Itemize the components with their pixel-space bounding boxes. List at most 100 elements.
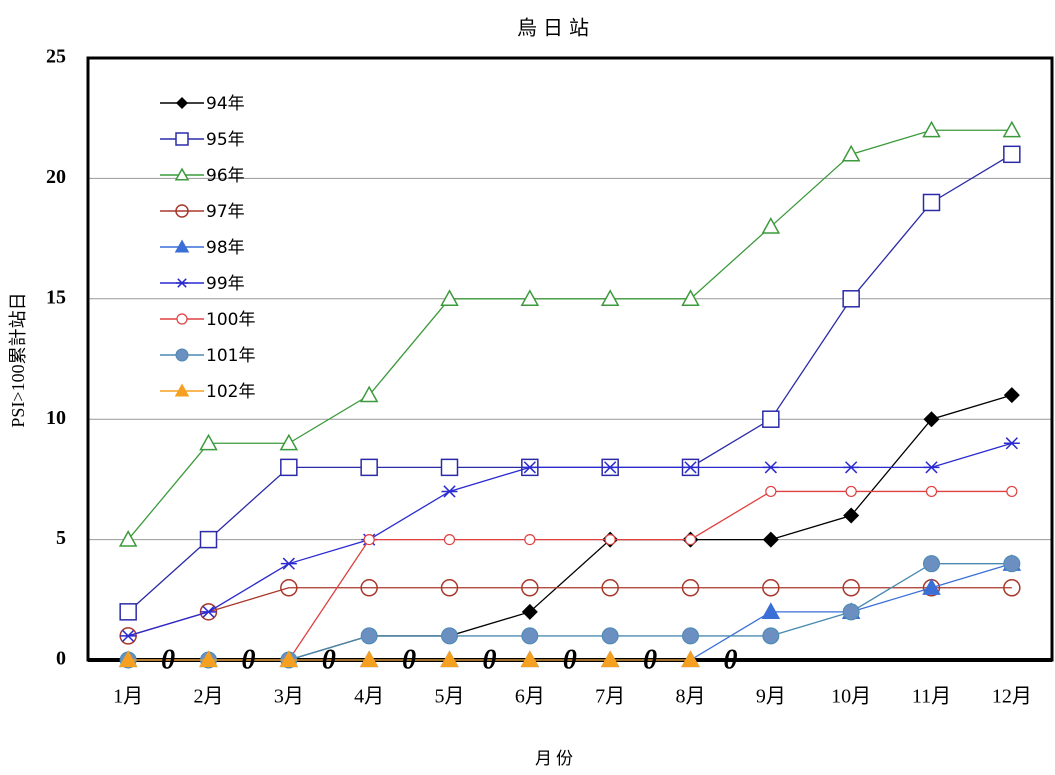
marker — [600, 650, 620, 668]
legend-label: 102年 — [206, 382, 255, 402]
marker — [176, 313, 188, 325]
marker — [842, 290, 860, 308]
y-axis-label: PSI>100累計站日 — [8, 292, 28, 427]
legend-item: 102年 — [160, 382, 255, 402]
legend-item: 99年 — [160, 274, 245, 294]
marker — [359, 385, 379, 403]
marker — [1003, 555, 1021, 573]
marker — [521, 579, 539, 597]
marker — [176, 278, 188, 288]
marker — [524, 533, 536, 546]
marker — [200, 605, 217, 618]
x-tick-label: 9月 — [756, 686, 786, 708]
marker — [520, 289, 540, 306]
data-label: 0 — [402, 644, 416, 675]
series-line — [127, 153, 1013, 613]
marker — [175, 132, 189, 146]
x-tick-label: 6月 — [515, 686, 545, 708]
marker — [684, 533, 697, 546]
marker — [359, 650, 379, 668]
marker — [279, 650, 299, 668]
series — [119, 579, 1021, 645]
marker — [681, 579, 700, 597]
marker — [360, 458, 378, 477]
y-tick-label: 0 — [56, 648, 66, 670]
marker — [175, 204, 189, 218]
marker — [762, 579, 780, 597]
y-tick-label: 15 — [46, 286, 66, 308]
marker — [520, 650, 540, 668]
chart-title: 烏日站 — [517, 17, 595, 40]
marker — [765, 485, 777, 498]
marker — [922, 193, 941, 212]
marker — [174, 167, 190, 181]
marker — [440, 289, 459, 306]
marker — [440, 650, 459, 668]
data-label: 0 — [724, 644, 738, 675]
legend-label: 101年 — [206, 346, 255, 366]
x-tick-label: 11月 — [912, 686, 951, 708]
marker — [761, 217, 781, 234]
legend-label: 100年 — [206, 310, 255, 330]
marker — [761, 602, 781, 619]
marker — [174, 383, 190, 397]
marker — [176, 97, 188, 109]
marker — [681, 289, 700, 306]
marker — [1002, 120, 1022, 138]
marker — [842, 579, 860, 597]
legend-item: 96年 — [160, 166, 245, 186]
legend-label: 97年 — [206, 202, 245, 222]
series-line — [127, 129, 1012, 541]
marker — [1006, 485, 1018, 498]
marker — [762, 531, 779, 548]
marker — [279, 433, 299, 451]
legend-label: 98年 — [206, 238, 245, 258]
marker — [843, 461, 860, 474]
marker — [280, 458, 298, 477]
marker — [118, 650, 138, 668]
marker — [363, 533, 375, 546]
marker — [600, 289, 620, 306]
marker — [120, 629, 137, 643]
marker — [925, 485, 938, 498]
series — [118, 120, 1022, 547]
marker — [119, 603, 137, 621]
marker — [280, 579, 298, 597]
legend-label: 95年 — [206, 130, 245, 150]
x-axis-label: 月份 — [535, 749, 577, 768]
marker — [843, 507, 860, 524]
x-tick-label: 1月 — [113, 686, 143, 708]
data-label: 0 — [161, 644, 175, 675]
marker — [175, 348, 189, 362]
y-tick-label: 20 — [46, 166, 66, 188]
marker — [922, 578, 941, 595]
legend-label: 94年 — [206, 94, 245, 114]
x-tick-label: 12月 — [992, 686, 1032, 708]
series — [120, 387, 1020, 668]
marker — [601, 627, 619, 645]
marker — [521, 627, 539, 645]
marker — [174, 239, 190, 253]
marker — [280, 557, 297, 570]
marker — [841, 144, 861, 162]
series — [118, 650, 700, 668]
legend-item: 98年 — [160, 238, 245, 258]
x-tick-label: 8月 — [676, 686, 706, 708]
marker — [845, 485, 857, 498]
y-tick-label: 5 — [56, 527, 66, 549]
data-label: 0 — [643, 644, 657, 675]
series-line — [127, 442, 1013, 637]
marker — [199, 650, 218, 668]
y-tick-label: 25 — [46, 46, 66, 68]
marker — [762, 461, 779, 474]
x-tick-label: 4月 — [354, 686, 384, 708]
legend-item: 94年 — [160, 94, 245, 114]
marker — [681, 650, 700, 668]
marker — [440, 579, 459, 597]
x-tick-label: 5月 — [435, 686, 465, 708]
marker — [199, 433, 218, 451]
y-tick-label: 10 — [46, 407, 66, 429]
marker — [923, 555, 940, 573]
marker — [521, 461, 538, 474]
data-label: 0 — [483, 644, 497, 675]
